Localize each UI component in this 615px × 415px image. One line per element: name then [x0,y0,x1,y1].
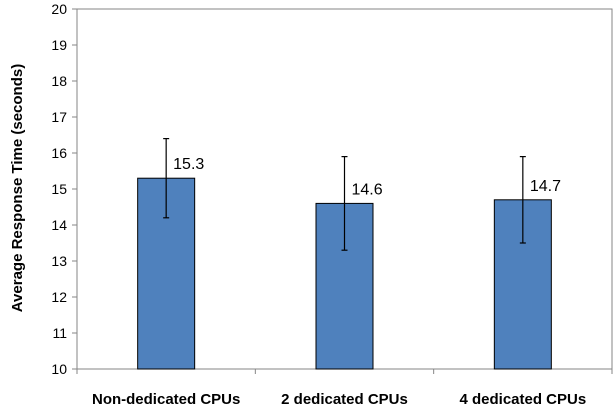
error-bar [519,156,526,244]
y-tick-label: 19 [51,37,67,53]
bar-value-label: 14.6 [352,181,383,198]
y-tick-label: 13 [51,253,67,269]
error-bar [163,138,170,219]
y-tick-label: 17 [51,109,67,125]
bars: 15.3 14.6 14.7 [137,138,561,370]
y-tick-label: 10 [51,361,67,377]
y-tick-label: 20 [51,1,67,17]
y-tick-label: 16 [51,145,67,161]
x-category-label: 2 dedicated CPUs [281,391,408,408]
bar-value-label: 15.3 [173,156,204,173]
y-tick-label: 11 [52,325,67,341]
error-bar [341,156,348,251]
x-axis-labels: Non-dedicated CPUs 2 dedicated CPUs 4 dedi… [76,369,613,408]
bar-value-label: 14.7 [530,178,561,195]
y-tick-label: 15 [51,181,67,197]
y-tick-label: 12 [51,289,67,305]
x-category-label: 4 dedicated CPUs [459,391,586,408]
y-tick-label: 18 [51,73,67,89]
x-category-label: Non-dedicated CPUs [92,391,240,408]
y-tick-label: 14 [51,217,67,233]
y-axis-title: Average Response Time (seconds) [9,64,26,312]
y-axis-ticks: 10 11 12 13 14 15 16 17 18 19 20 [51,1,77,377]
